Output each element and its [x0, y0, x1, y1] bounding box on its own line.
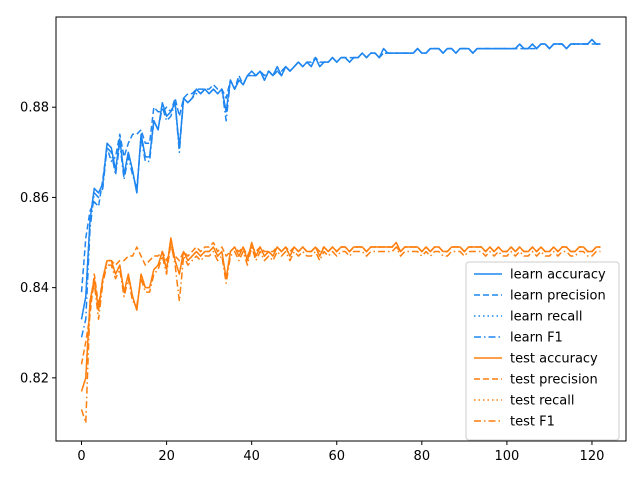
- legend-label: learn recall: [510, 310, 582, 325]
- x-tick-label: 40: [243, 449, 260, 464]
- legend-label: test recall: [510, 394, 575, 409]
- series-line-test-precision: [80, 241, 601, 365]
- legend-label: test precision: [510, 373, 598, 388]
- legend-label: test accuracy: [510, 352, 598, 367]
- legend-label: test F1: [510, 415, 555, 430]
- series-layer: [80, 38, 601, 424]
- y-tick-label: 0.86: [20, 191, 49, 206]
- legend-label: learn F1: [510, 331, 563, 346]
- y-tick-label: 0.84: [20, 281, 49, 296]
- legend-label: learn precision: [510, 289, 606, 304]
- series-line-learn-f1: [80, 38, 601, 338]
- x-axis: 0 20 40 60 80 100 120: [77, 441, 604, 464]
- plot-frame: [55, 16, 627, 442]
- legend-box: [465, 261, 620, 441]
- x-tick-label: 80: [414, 449, 431, 464]
- y-tick-label: 0.82: [20, 371, 49, 386]
- legend: learn accuracy learn precision learn recal…: [465, 261, 620, 441]
- legend-label: learn accuracy: [510, 268, 606, 283]
- x-tick-label: 60: [328, 449, 345, 464]
- y-axis: 0.82 0.84 0.86 0.88: [20, 101, 56, 386]
- y-tick-label: 0.88: [20, 101, 49, 116]
- series-line-test-f1: [80, 241, 601, 424]
- x-tick-label: 100: [494, 449, 519, 464]
- x-tick-label: 20: [158, 449, 175, 464]
- x-tick-label: 120: [580, 449, 605, 464]
- x-tick-label: 0: [77, 449, 85, 464]
